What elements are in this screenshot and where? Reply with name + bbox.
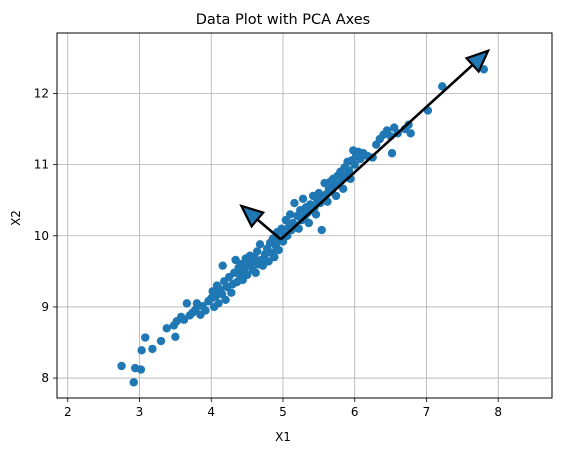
x-tick-label: 5 bbox=[279, 405, 287, 419]
data-point bbox=[317, 225, 326, 235]
data-point bbox=[298, 194, 308, 203]
data-point bbox=[237, 260, 246, 269]
data-point bbox=[162, 324, 171, 333]
data-point bbox=[171, 332, 180, 342]
data-point bbox=[406, 129, 415, 138]
data-point bbox=[252, 247, 262, 256]
y-axis-label: X2 bbox=[9, 210, 23, 226]
pca-component-2-head bbox=[239, 204, 266, 229]
y-axis-ticks: 8 9 10 11 12 bbox=[34, 86, 57, 385]
data-point bbox=[242, 270, 252, 280]
x-tick-label: 6 bbox=[351, 405, 359, 419]
pca-component-1-shaft bbox=[279, 63, 474, 241]
chart-title: Data Plot with PCA Axes bbox=[196, 12, 370, 28]
data-point bbox=[211, 292, 220, 301]
plot-frame bbox=[56, 32, 553, 399]
pca-arrows bbox=[239, 48, 491, 241]
data-point bbox=[182, 299, 192, 308]
x-tick-label: 8 bbox=[494, 405, 502, 419]
data-point bbox=[231, 255, 240, 265]
y-tick-label: 11 bbox=[34, 158, 49, 172]
data-point bbox=[117, 361, 126, 371]
data-point bbox=[264, 257, 273, 266]
data-point bbox=[148, 344, 157, 354]
data-point bbox=[218, 261, 227, 270]
x-axis-ticks: 2 3 4 5 6 7 8 bbox=[64, 398, 502, 419]
data-point bbox=[274, 245, 283, 255]
data-point bbox=[221, 295, 230, 305]
y-tick-label: 8 bbox=[41, 371, 49, 385]
x-axis-label: X1 bbox=[275, 430, 291, 444]
data-point bbox=[141, 333, 150, 342]
data-point bbox=[350, 160, 359, 169]
data-point bbox=[129, 378, 138, 387]
data-point bbox=[251, 268, 260, 277]
data-point bbox=[136, 365, 146, 374]
data-point bbox=[304, 218, 314, 228]
scatter-points bbox=[117, 65, 489, 387]
data-point bbox=[290, 198, 299, 208]
data-point bbox=[314, 188, 324, 198]
data-point bbox=[339, 184, 348, 194]
y-tick-label: 9 bbox=[41, 300, 49, 314]
data-point bbox=[227, 288, 236, 297]
data-point bbox=[438, 82, 447, 91]
y-tick-label: 12 bbox=[34, 86, 49, 100]
x-tick-label: 2 bbox=[64, 405, 72, 419]
data-point bbox=[281, 215, 291, 225]
data-point bbox=[387, 149, 397, 158]
data-point bbox=[268, 234, 278, 243]
x-tick-label: 3 bbox=[136, 405, 144, 419]
data-point bbox=[156, 336, 166, 346]
data-point bbox=[179, 315, 189, 324]
data-point bbox=[258, 261, 268, 270]
x-tick-label: 4 bbox=[207, 405, 215, 419]
data-point bbox=[331, 191, 341, 201]
data-point bbox=[214, 299, 223, 308]
data-point bbox=[344, 166, 354, 175]
data-point bbox=[255, 240, 265, 249]
x-tick-label: 7 bbox=[423, 405, 431, 419]
pca-component-1-head bbox=[464, 48, 491, 74]
data-point bbox=[311, 210, 321, 219]
grid-lines bbox=[57, 33, 552, 398]
data-point bbox=[137, 346, 146, 355]
y-tick-label: 10 bbox=[34, 229, 49, 243]
data-point bbox=[270, 252, 279, 262]
data-point bbox=[285, 210, 295, 219]
data-point bbox=[201, 306, 210, 315]
pca-component-2-shaft bbox=[256, 218, 282, 241]
